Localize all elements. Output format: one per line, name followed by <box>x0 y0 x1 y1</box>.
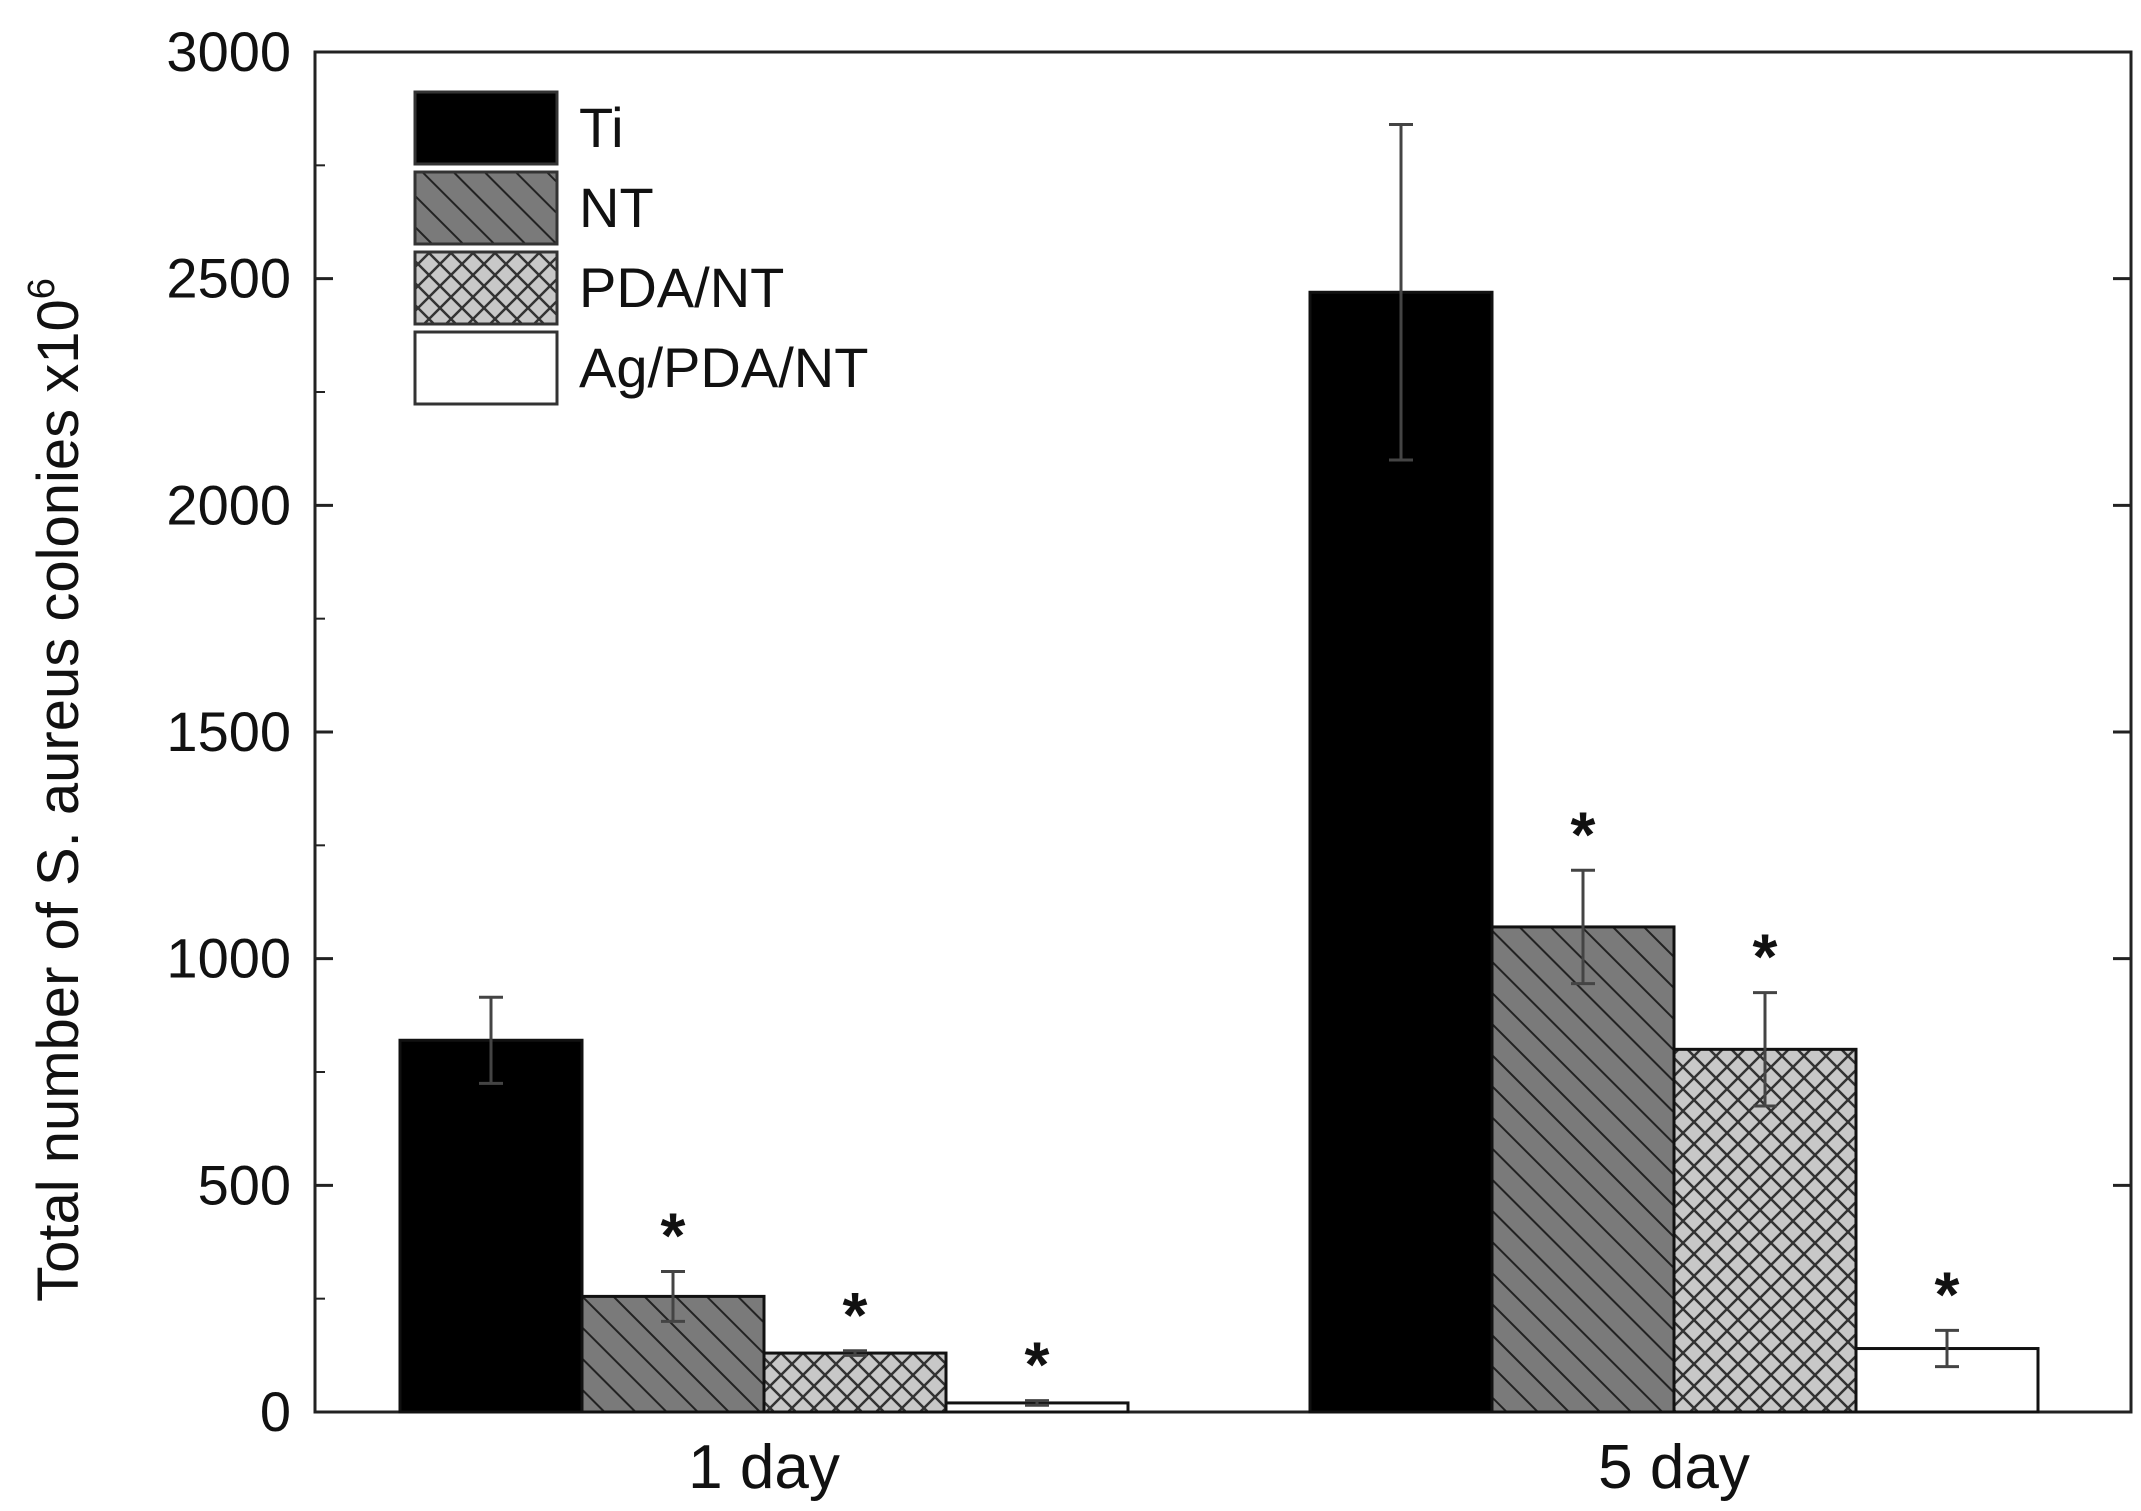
plot-area: 0 500 1000 1500 2000 2500 3000 1 day * * * 5 day * * *… <box>166 20 2133 1502</box>
significance-star: * <box>843 1279 868 1351</box>
legend-swatch <box>413 250 559 326</box>
bar <box>1308 290 1494 1414</box>
significance-star: * <box>1935 1258 1960 1330</box>
legend-label: Ag/PDA/NT <box>579 336 868 399</box>
y-tick-label: 3000 <box>166 20 291 83</box>
x-category-label: 5 day <box>1598 1433 1750 1502</box>
legend-swatch <box>413 170 559 246</box>
y-axis-label: Total number of S. aureus colonies x106 <box>21 278 91 1302</box>
y-tick-label: 500 <box>198 1153 291 1216</box>
legend-label: Ti <box>579 96 624 159</box>
significance-star: * <box>661 1199 686 1271</box>
bar <box>1490 925 1676 1414</box>
significance-star: * <box>1753 921 1778 993</box>
bar <box>762 1351 948 1414</box>
legend-label: PDA/NT <box>579 256 784 319</box>
y-tick-label: 1500 <box>166 700 291 763</box>
legend-swatch <box>413 330 559 406</box>
legend-swatch <box>413 90 559 166</box>
y-tick-label: 2500 <box>166 247 291 310</box>
legend-label: NT <box>579 176 654 239</box>
y-axis-label-exponent: 6 <box>21 278 63 299</box>
significance-star: * <box>1571 798 1596 870</box>
significance-star: * <box>1025 1329 1050 1401</box>
y-tick-label: 0 <box>260 1380 291 1443</box>
y-tick-label: 2000 <box>166 473 291 536</box>
bar <box>1672 1047 1858 1414</box>
bar <box>398 1038 584 1414</box>
x-category-label: 1 day <box>688 1433 840 1502</box>
y-axis-label-text: Total number of S. aureus colonies x10 <box>26 299 91 1302</box>
y-tick-label: 1000 <box>166 927 291 990</box>
